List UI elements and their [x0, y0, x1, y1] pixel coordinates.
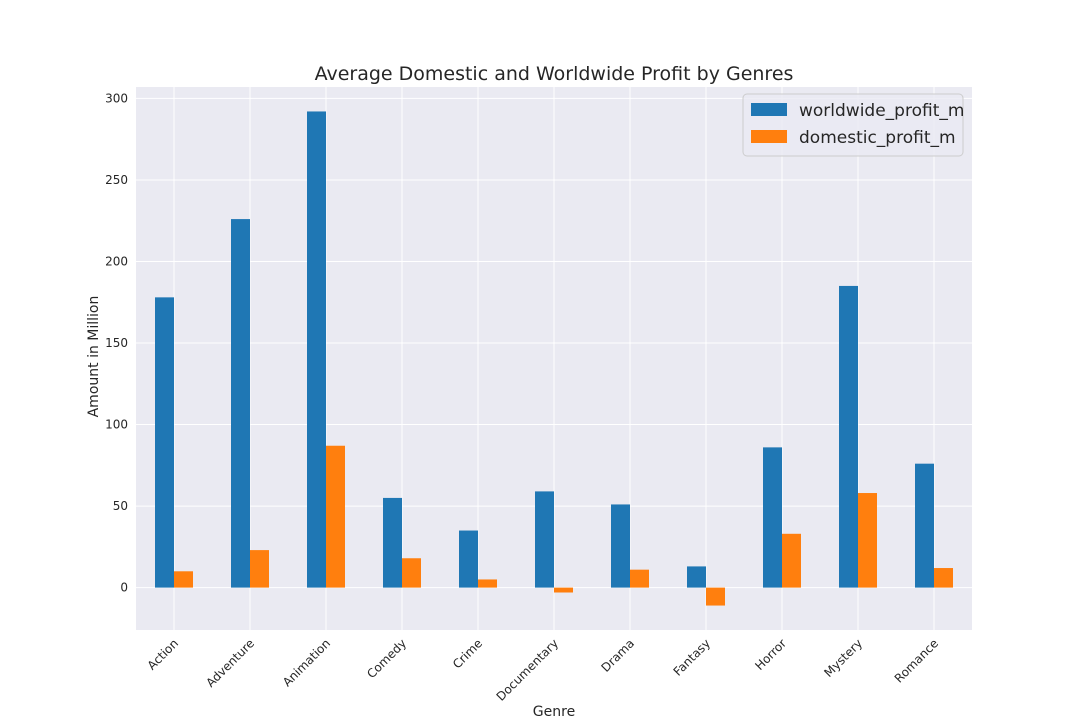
x-tick-label: Horror — [752, 636, 789, 673]
x-tick-label: Action — [145, 636, 181, 672]
x-tick-label: Documentary — [494, 636, 562, 704]
y-tick-label: 100 — [105, 418, 128, 432]
x-axis: Action Adventure Animation Comedy Crime Docum… — [145, 636, 941, 704]
legend-frame — [742, 93, 964, 157]
y-tick-label: 50 — [113, 499, 128, 513]
y-tick-label: 150 — [105, 336, 128, 350]
chart-title: Average Domestic and Worldwide Profit by… — [315, 63, 794, 85]
x-tick-label: Comedy — [364, 636, 409, 681]
bars — [155, 111, 953, 606]
x-tick-label: Mystery — [821, 636, 865, 680]
legend-swatch-worldwide — [751, 103, 787, 116]
bar-domestic-romance — [934, 568, 953, 588]
bar-worldwide-action — [155, 297, 174, 588]
y-tick-label: 300 — [105, 91, 128, 105]
bar-worldwide-drama — [611, 504, 630, 588]
bar-domestic-adventure — [250, 550, 269, 588]
legend-label-domestic: domestic_profit_m — [799, 128, 956, 148]
legend-label-worldwide: worldwide_profit_m — [799, 101, 964, 121]
bar-domestic-mystery — [858, 493, 877, 588]
bar-worldwide-animation — [307, 111, 326, 588]
bar-worldwide-mystery — [839, 285, 858, 588]
x-tick-label: Romance — [892, 636, 941, 685]
bar-domestic-documentary — [554, 587, 573, 593]
y-axis: 0 50 100 150 200 250 300 — [105, 91, 128, 594]
bar-domestic-horror — [782, 533, 801, 588]
bar-worldwide-adventure — [231, 219, 250, 588]
bar-domestic-drama — [630, 569, 649, 588]
y-tick-label: 200 — [105, 254, 128, 268]
x-axis-label: Genre — [533, 704, 575, 720]
y-tick-label: 250 — [105, 173, 128, 187]
x-tick-label: Crime — [450, 636, 485, 671]
legend-swatch-domestic — [751, 130, 787, 143]
bar-domestic-animation — [326, 445, 345, 588]
bar-domestic-fantasy — [706, 587, 725, 606]
bar-domestic-crime — [478, 579, 497, 588]
bar-domestic-comedy — [402, 558, 421, 588]
x-tick-label: Fantasy — [671, 636, 714, 679]
x-tick-label: Animation — [280, 636, 333, 689]
x-tick-label: Drama — [599, 636, 638, 675]
bar-worldwide-horror — [763, 447, 782, 588]
x-tick-label: Adventure — [203, 636, 257, 690]
bar-worldwide-crime — [459, 530, 478, 588]
bar-domestic-action — [174, 571, 193, 588]
bar-worldwide-comedy — [383, 497, 402, 588]
bar-worldwide-fantasy — [687, 566, 706, 588]
bar-worldwide-romance — [915, 463, 934, 588]
y-axis-label: Amount in Million — [86, 296, 102, 418]
bar-worldwide-documentary — [535, 491, 554, 588]
legend: worldwide_profit_m domestic_profit_m — [742, 93, 964, 157]
y-tick-label: 0 — [120, 581, 128, 595]
